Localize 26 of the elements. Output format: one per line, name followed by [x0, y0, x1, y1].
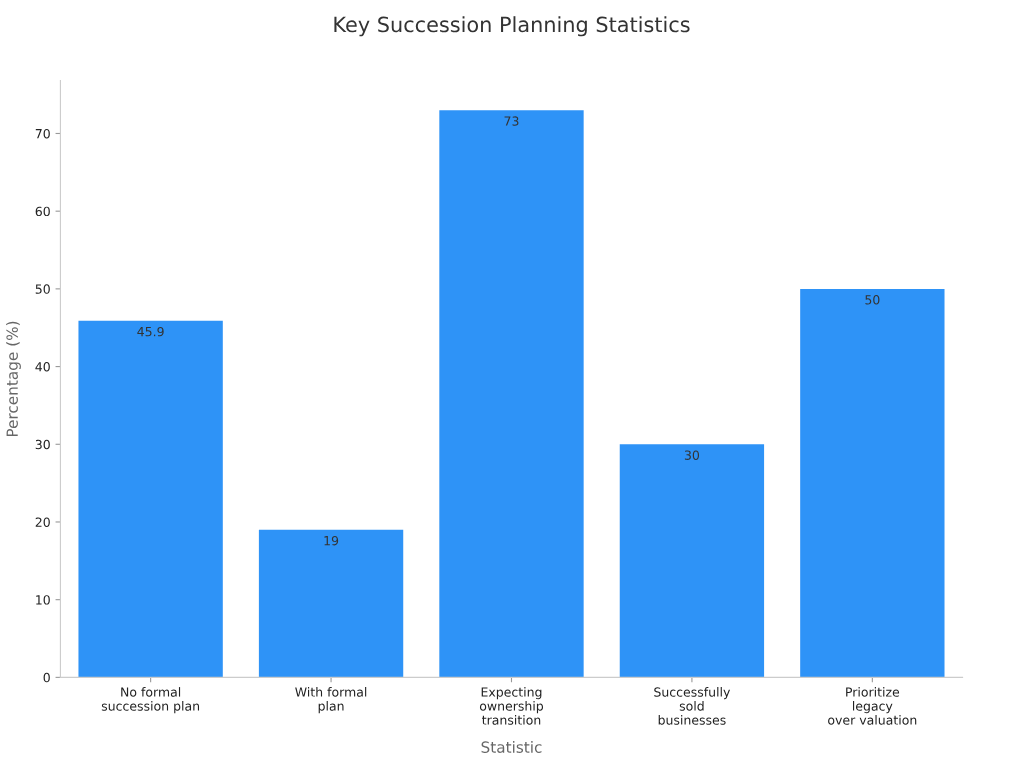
data-label: 19	[324, 535, 339, 546]
data-label: 30	[684, 450, 700, 460]
y-tick-label: 50	[35, 284, 50, 294]
x-tick-label: Successfully sold businesses	[654, 687, 731, 725]
x-tick-label: With formal plan	[295, 687, 367, 714]
y-axis-title: Percentage (%)	[6, 321, 21, 437]
x-tick-label: Expecting ownership transition	[479, 687, 544, 725]
bar	[619, 444, 765, 678]
x-tick-label: Prioritize legacy over valuation	[828, 687, 917, 725]
data-label: 50	[865, 295, 880, 305]
x-axis-title: Statistic	[481, 741, 542, 753]
bar	[439, 110, 584, 678]
y-tick-label: 70	[35, 128, 50, 139]
data-label: 73	[504, 116, 519, 126]
chart-title: Key Succession Planning Statistics	[334, 16, 690, 37]
bar	[258, 529, 404, 678]
y-tick-label: 0	[43, 672, 50, 683]
y-tick-label: 20	[35, 517, 50, 527]
x-tick-label: No formal succession plan	[101, 687, 200, 714]
y-tick-label: 40	[35, 362, 50, 372]
data-label: 45.9	[137, 326, 164, 337]
y-tick-label: 60	[35, 206, 50, 217]
y-tick-label: 30	[35, 439, 50, 450]
bar	[800, 288, 945, 678]
bar	[78, 320, 223, 678]
y-tick-label: 10	[36, 595, 50, 605]
